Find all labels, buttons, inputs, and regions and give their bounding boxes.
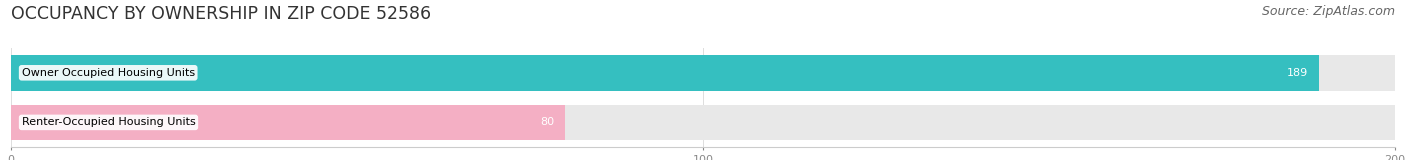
Text: 80: 80 [540,117,554,127]
Bar [11,104,1395,140]
Bar [11,104,565,140]
Text: Source: ZipAtlas.com: Source: ZipAtlas.com [1261,5,1395,18]
Text: Renter-Occupied Housing Units: Renter-Occupied Housing Units [21,117,195,127]
Text: Owner Occupied Housing Units: Owner Occupied Housing Units [21,68,195,78]
Text: OCCUPANCY BY OWNERSHIP IN ZIP CODE 52586: OCCUPANCY BY OWNERSHIP IN ZIP CODE 52586 [11,5,432,23]
Bar [11,55,1395,91]
Bar [11,55,1319,91]
Text: 189: 189 [1286,68,1308,78]
